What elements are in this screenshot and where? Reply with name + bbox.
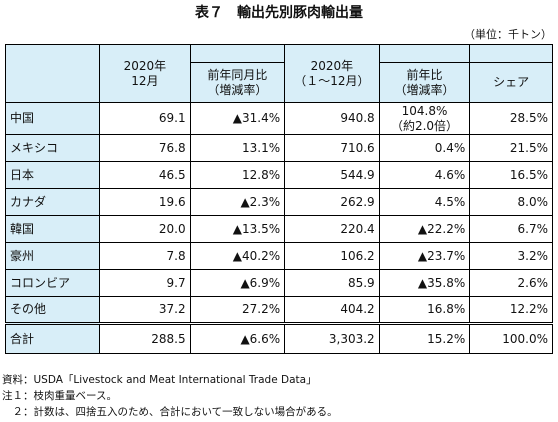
cell: 0.4% — [378, 134, 471, 162]
cell: 12.2% — [469, 296, 553, 324]
cell: 710.6 — [284, 134, 380, 162]
cell: 544.9 — [284, 161, 380, 189]
table-row: 韓国 20.0 ▲13.5% 220.4 ▲22.2% 6.7% — [4, 215, 553, 243]
header-line: 2020年 — [310, 58, 354, 73]
cell: ▲2.3% — [189, 188, 286, 216]
cell: 69.1 — [99, 102, 191, 135]
row-label: 中国 — [4, 102, 101, 135]
cell: 27.2% — [189, 296, 286, 324]
total-row: 合計 288.5 ▲6.6% 3,303.2 15.2% 100.0% — [4, 322, 553, 354]
cell: 8.0% — [469, 188, 553, 216]
table-row: メキシコ 76.8 13.1% 710.6 0.4% 21.5% — [4, 134, 553, 162]
cell: ▲6.6% — [189, 322, 286, 354]
row-label: カナダ — [4, 188, 101, 216]
table-row: カナダ 19.6 ▲2.3% 262.9 4.5% 8.0% — [4, 188, 553, 216]
cell: 20.0 — [99, 215, 191, 243]
row-label: その他 — [4, 296, 101, 324]
header-line: 前年比 — [406, 67, 443, 82]
cell: 3.2% — [469, 242, 553, 270]
cell-line: 104.8% — [401, 103, 448, 118]
cell: ▲31.4% — [189, 102, 286, 135]
header-line: 前年同月比 — [207, 67, 268, 82]
header-cell — [378, 44, 471, 63]
title: 表７ 輸出先別豚肉輸出量 — [195, 5, 363, 21]
header-cell: 2020年 12月 — [99, 44, 191, 103]
header-line: （増減率） — [207, 82, 268, 97]
row-label: 豪州 — [4, 242, 101, 270]
header-cell — [469, 44, 553, 63]
cell: 46.5 — [99, 161, 191, 189]
cell: 37.2 — [99, 296, 191, 324]
row-label: 日本 — [4, 161, 101, 189]
header-cell — [189, 44, 286, 63]
cell: 3,303.2 — [284, 322, 380, 354]
table-row: コロンビア 9.7 ▲6.9% 85.9 ▲35.8% 2.6% — [4, 269, 553, 297]
header-cell — [4, 44, 101, 103]
cell: 12.8% — [189, 161, 286, 189]
cell: 21.5% — [469, 134, 553, 162]
cell: 288.5 — [99, 322, 191, 354]
cell: 104.8% （約2.0倍） — [378, 102, 471, 135]
note: ２：計数は、四捨五入のため、合計において一致しない場合がある。 — [2, 406, 338, 418]
cell: 16.8% — [378, 296, 471, 324]
cell: 2.6% — [469, 269, 553, 297]
cell: 106.2 — [284, 242, 380, 270]
row-label: 合計 — [4, 322, 101, 354]
cell: 404.2 — [284, 296, 380, 324]
cell: ▲40.2% — [189, 242, 286, 270]
cell: 7.8 — [99, 242, 191, 270]
cell: 940.8 — [284, 102, 380, 135]
table-row: その他 37.2 27.2% 404.2 16.8% 12.2% — [4, 296, 553, 324]
header-cell: シェア — [469, 62, 553, 103]
cell: 15.2% — [378, 322, 471, 354]
cell: 4.6% — [378, 161, 471, 189]
cell: ▲6.9% — [189, 269, 286, 297]
notes: 資料：USDA「Livestock and Meat International… — [2, 372, 338, 420]
header-line: 12月 — [131, 73, 159, 88]
header-cell: 前年同月比 （増減率） — [189, 62, 286, 103]
header-line: （１～12月） — [294, 73, 370, 88]
header-line: （増減率） — [394, 82, 455, 97]
cell: ▲23.7% — [378, 242, 471, 270]
cell: 13.1% — [189, 134, 286, 162]
cell: 220.4 — [284, 215, 380, 243]
table-row: 豪州 7.8 ▲40.2% 106.2 ▲23.7% 3.2% — [4, 242, 553, 270]
note: 資料：USDA「Livestock and Meat International… — [2, 374, 317, 386]
cell: 100.0% — [469, 322, 553, 354]
row-label: コロンビア — [4, 269, 101, 297]
cell: ▲35.8% — [378, 269, 471, 297]
header-row: 前年同月比 （増減率） 前年比 （増減率） シェア — [6, 62, 553, 103]
cell: ▲13.5% — [189, 215, 286, 243]
table: 2020年 12月 2020年 （１～12月） 前年同月比 （増減率） 前年比 （増減率） シェ… — [4, 44, 553, 354]
cell: ▲22.2% — [378, 215, 471, 243]
row-label: 韓国 — [4, 215, 101, 243]
row-label: メキシコ — [4, 134, 101, 162]
cell: 16.5% — [469, 161, 553, 189]
cell-line: （約2.0倍） — [390, 118, 459, 133]
cell: 28.5% — [469, 102, 553, 135]
unit: （単位：千トン） — [464, 28, 552, 41]
table-row: 中国 69.1 ▲31.4% 940.8 104.8% （約2.0倍） 28.5% — [4, 102, 553, 135]
cell: 19.6 — [99, 188, 191, 216]
note: 注１：枝肉重量ベース。 — [2, 390, 117, 402]
cell: 262.9 — [284, 188, 380, 216]
cell: 76.8 — [99, 134, 191, 162]
table-row: 日本 46.5 12.8% 544.9 4.6% 16.5% — [4, 161, 553, 189]
header-row: 2020年 12月 2020年 （１～12月） — [4, 44, 553, 103]
header-cell: 2020年 （１～12月） — [284, 44, 380, 103]
cell: 6.7% — [469, 215, 553, 243]
header-line: 2020年 — [123, 58, 167, 73]
header-line: シェア — [493, 75, 530, 89]
cell: 85.9 — [284, 269, 380, 297]
header-cell: 前年比 （増減率） — [378, 62, 471, 103]
cell: 4.5% — [378, 188, 471, 216]
cell: 9.7 — [99, 269, 191, 297]
